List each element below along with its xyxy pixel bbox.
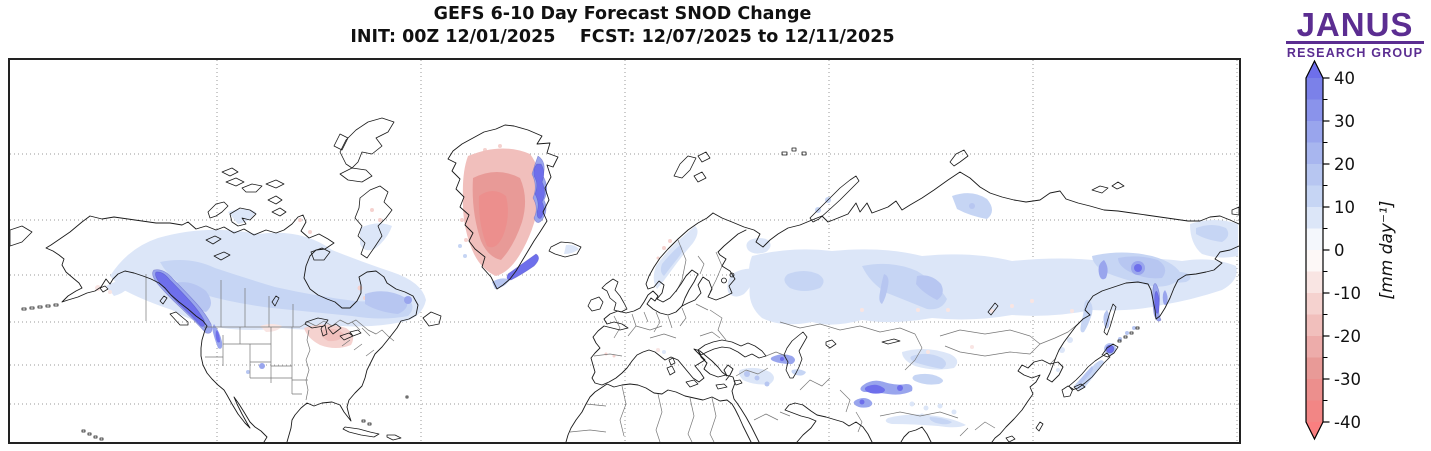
colorbar-tick-label: 0 [1334, 241, 1345, 260]
map-coastlines [10, 117, 1239, 442]
colorbar-band [1306, 271, 1323, 293]
colorbar: 40 30 20 10 0 -10 -20 -30 -40 [mm day⁻¹] [1305, 59, 1397, 441]
colorbar-band [1306, 121, 1323, 143]
chart-title-line2: INIT: 00Z 12/01/2025 FCST: 12/07/2025 to… [350, 27, 895, 47]
colorbar-band [1306, 250, 1323, 272]
colorbar-band [1306, 379, 1323, 401]
forecast-map-svg [10, 60, 1239, 442]
colorbar-band [1306, 78, 1323, 100]
forecast-map [8, 58, 1241, 444]
colorbar-band [1306, 185, 1323, 207]
colorbar-band [1306, 207, 1323, 229]
colorbar-band [1306, 293, 1323, 315]
colorbar-unit-label: [mm day⁻¹] [1377, 201, 1397, 300]
colorbar-tick-label: 30 [1334, 112, 1355, 131]
colorbar-band [1306, 314, 1323, 336]
colorbar-band [1306, 357, 1323, 379]
chart-title-line1: GEFS 6-10 Day Forecast SNOD Change [433, 4, 812, 24]
colorbar-tick-label: -30 [1334, 370, 1361, 389]
colorbar-band [1306, 164, 1323, 186]
snod-change-fill-regions [95, 144, 1238, 428]
colorbar-tick-label: 10 [1334, 198, 1355, 217]
janus-logo-subtitle: RESEARCH GROUP [1286, 46, 1424, 60]
colorbar-tick-label: -40 [1334, 413, 1361, 432]
janus-logo: JANUS RESEARCH GROUP [1286, 8, 1424, 60]
colorbar-over-arrow [1306, 61, 1323, 78]
chart-title: GEFS 6-10 Day Forecast SNOD Change INIT:… [8, 3, 1237, 49]
janus-logo-wordmark: JANUS [1286, 8, 1424, 44]
colorbar-tick-label: 40 [1334, 69, 1355, 88]
colorbar-under-arrow [1306, 422, 1323, 439]
map-political-borders [145, 239, 1079, 442]
colorbar-band [1306, 99, 1323, 121]
colorbar-tick-label: 20 [1334, 155, 1355, 174]
colorbar-band [1306, 228, 1323, 250]
colorbar-band [1306, 336, 1323, 358]
colorbar-band [1306, 400, 1323, 422]
colorbar-band [1306, 142, 1323, 164]
colorbar-tick-label: -20 [1334, 327, 1361, 346]
colorbar-tick-label: -10 [1334, 284, 1361, 303]
